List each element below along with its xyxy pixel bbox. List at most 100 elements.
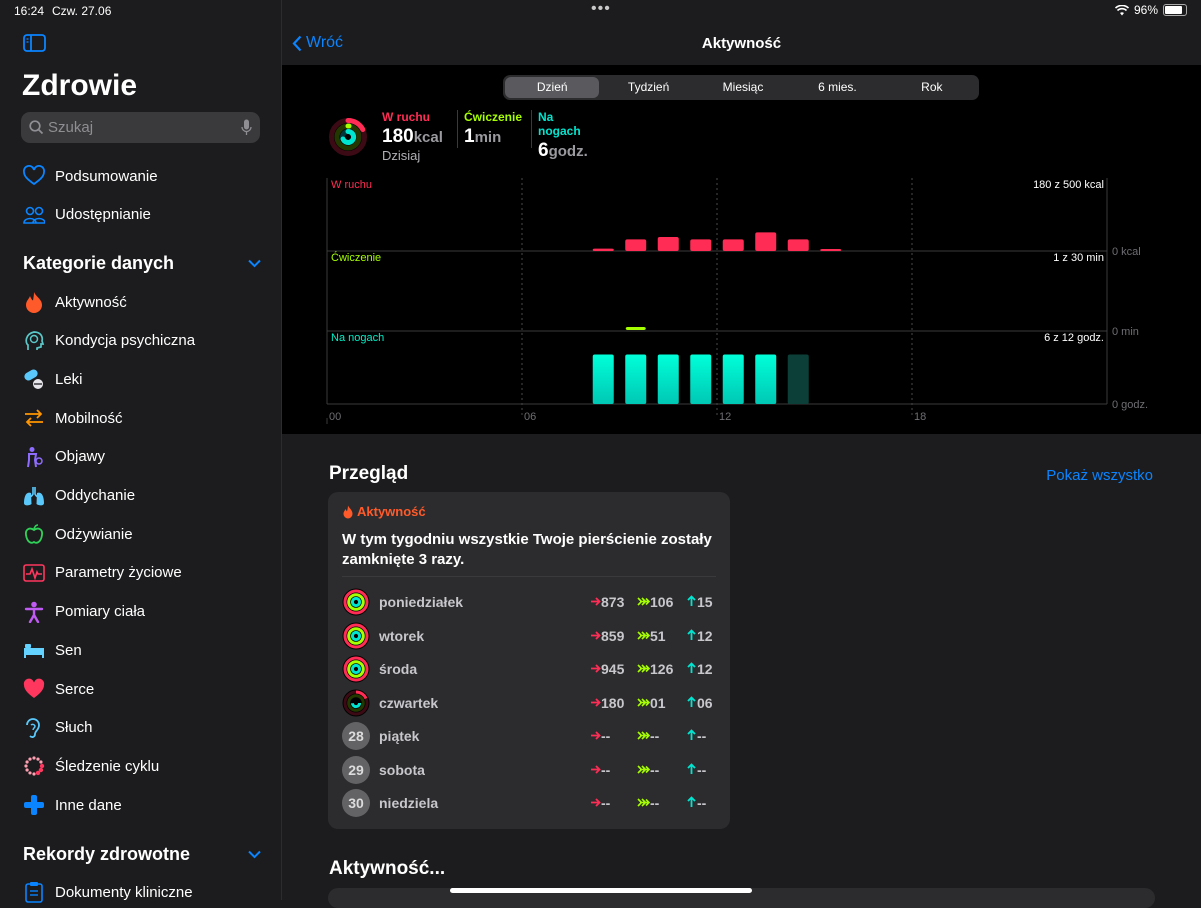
move-value: 859 [590, 628, 624, 644]
day-row[interactable]: 29 sobota -- -- -- [342, 755, 717, 785]
heart-icon [23, 678, 45, 698]
day-row[interactable]: poniedziałek 873 106 15 [342, 587, 717, 617]
sidebar-item-słuch[interactable]: Słuch [21, 713, 261, 743]
weekly-activity-card[interactable]: Aktywność W tym tygodniu wszystkie Twoje… [328, 492, 730, 829]
stand-value: -- [686, 762, 706, 778]
sidebar-item-label: Dokumenty kliniczne [55, 883, 193, 901]
sidebar-item-label: Serce [55, 680, 95, 698]
sidebar-item-inne-dane[interactable]: Inne dane [21, 790, 261, 820]
exercise-value: -- [637, 728, 659, 744]
categories-header[interactable]: Kategorie danych [23, 253, 175, 273]
bar-w-ruchu [592, 248, 614, 251]
search-field[interactable]: Szukaj [21, 112, 260, 143]
brain-head-icon [25, 330, 45, 350]
sidebar-item-śledzenie-cyklu[interactable]: Śledzenie cyklu [21, 751, 261, 781]
lungs-icon [24, 486, 44, 505]
divider [342, 576, 716, 577]
activity-rings-icon [329, 117, 367, 156]
page-title: Aktywność [701, 35, 782, 52]
bar-w-ruchu [625, 239, 647, 251]
bar-na-nogach [722, 354, 744, 404]
activity-rings-icon [342, 689, 370, 717]
day-number-badge: 30 [342, 789, 370, 817]
sidebar-item-serce[interactable]: Serce [21, 674, 261, 704]
wifi-icon [1114, 4, 1129, 15]
battery-icon [1163, 4, 1187, 16]
day-row[interactable]: 28 piątek -- -- -- [342, 721, 717, 751]
tab-tydzień[interactable]: Tydzień [627, 80, 670, 94]
chevron-down-icon[interactable] [248, 259, 261, 268]
stand-arrow-icon [687, 628, 696, 640]
sidebar-item-leki[interactable]: Leki [21, 364, 261, 394]
lungs-icon-wrap [21, 483, 47, 509]
sidebar-item-udostępnianie[interactable]: Udostępnianie [21, 200, 261, 230]
person-symptoms-icon-wrap [21, 444, 47, 470]
sidebar-item-podsumowanie[interactable]: Podsumowanie [21, 161, 261, 191]
tab-6mies[interactable]: 6 mies. [818, 80, 857, 94]
status-bar: 16:24 Czw. 27.06 ••• 96% [0, 0, 1201, 22]
move-value: 180 [590, 695, 624, 711]
sidebar-item-kondycja-psychiczna[interactable]: Kondycja psychiczna [21, 326, 261, 356]
move-arrow-icon [591, 697, 601, 707]
sidebar-toggle-icon[interactable] [23, 34, 46, 52]
activity-rings-icon [342, 588, 370, 616]
card-message: W tym tygodniu wszystkie Twoje pierścien… [342, 531, 712, 568]
status-right: 96% [1114, 3, 1187, 17]
day-row[interactable]: 30 niedziela -- -- -- [342, 788, 717, 818]
stand-arrow-icon [687, 762, 696, 774]
bed-icon-wrap [21, 637, 47, 663]
period-segmented-control[interactable]: Dzień Tydzień Miesiąc 6 mies. Rok [503, 75, 979, 100]
sidebar-item-parametry-życiowe[interactable]: Parametry życiowe [21, 558, 261, 588]
home-indicator[interactable] [450, 888, 752, 893]
sidebar-item-aktywność[interactable]: Aktywność [21, 287, 261, 317]
day-row[interactable]: czwartek 180 01 06 [342, 688, 717, 718]
stand-value: 12 [686, 661, 713, 677]
bar-ćwiczenie [625, 327, 646, 330]
day-row[interactable]: środa 945 126 12 [342, 654, 717, 684]
show-all-link[interactable]: Pokaż wszystko [1046, 467, 1153, 484]
panel-title: Na nogach [331, 332, 384, 344]
stand-label: Na nogach [538, 110, 581, 138]
stand-value: -- [686, 795, 706, 811]
microphone-icon[interactable] [241, 119, 252, 136]
sidebar-item-label: Inne dane [55, 796, 122, 814]
exercise-arrow-icon [637, 764, 651, 774]
panel-goal-label: 1 z 30 min [1053, 252, 1104, 264]
sidebar-item-objawy[interactable]: Objawy [21, 442, 261, 472]
status-time: 16:24 [14, 4, 45, 18]
chevron-left-icon [292, 35, 302, 51]
tab-miesiąc[interactable]: Miesiąc [722, 80, 764, 94]
clipboard-icon-wrap [21, 879, 47, 905]
sidebar-item-odżywianie[interactable]: Odżywianie [21, 519, 261, 549]
figure-icon [24, 601, 44, 623]
panel-goal-label: 180 z 500 kcal [1033, 179, 1104, 191]
day-row[interactable]: wtorek 859 51 12 [342, 621, 717, 651]
tab-dzień[interactable]: Dzień [505, 77, 600, 98]
sidebar-item-dokumenty-kliniczne[interactable]: Dokumenty kliniczne [21, 877, 261, 907]
plus-icon-wrap [21, 792, 47, 818]
exercise-value: 51 [637, 628, 666, 644]
sidebar-item-sen[interactable]: Sen [21, 635, 261, 665]
bar-na-nogach [625, 354, 647, 404]
bar-w-ruchu [820, 249, 842, 251]
records-header[interactable]: Rekordy zdrowotne [23, 844, 191, 864]
tab-rok[interactable]: Rok [921, 80, 943, 94]
back-button[interactable]: Wróć [292, 34, 343, 52]
move-arrow-icon [591, 764, 601, 774]
sidebar-item-label: Parametry życiowe [55, 564, 182, 582]
exercise-value: -- [637, 762, 659, 778]
multitasking-dots-icon[interactable]: ••• [591, 0, 611, 17]
sidebar-item-label: Pomiary ciała [55, 603, 146, 621]
sidebar-item-label: Sen [55, 641, 82, 659]
sidebar-item-mobilność[interactable]: Mobilność [21, 403, 261, 433]
day-label: czwartek [379, 694, 439, 711]
bar-na-nogach [592, 354, 614, 404]
navigation-bar: Wróć Aktywność [282, 22, 1201, 65]
sidebar-item-oddychanie[interactable]: Oddychanie [21, 481, 261, 511]
vitals-icon-wrap [21, 560, 47, 586]
sidebar-item-pomiary-ciała[interactable]: Pomiary ciała [21, 597, 261, 627]
chevron-down-icon[interactable] [248, 850, 261, 859]
plus-icon [24, 795, 44, 816]
panel-title: Ćwiczenie [331, 251, 381, 264]
panel-title: W ruchu [331, 179, 372, 191]
